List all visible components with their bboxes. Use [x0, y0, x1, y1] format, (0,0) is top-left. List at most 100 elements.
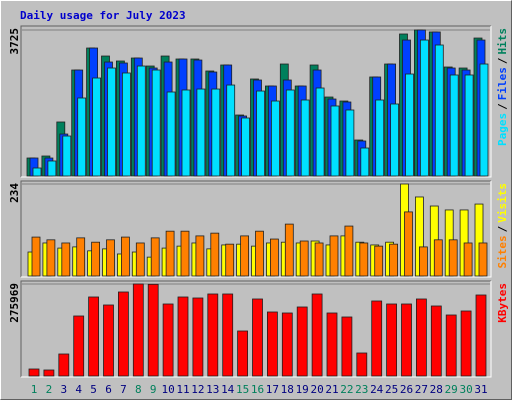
- bar: [269, 238, 279, 277]
- bar: [314, 242, 324, 277]
- panel-edge-dark: [20, 280, 491, 377]
- legend-entry: KBytes: [496, 283, 509, 323]
- x-tick-label: 2: [46, 383, 53, 396]
- bar: [211, 88, 221, 177]
- legend: Sites / Visits: [496, 183, 509, 269]
- bar: [76, 237, 86, 277]
- bar: [162, 303, 174, 377]
- bar: [449, 74, 459, 177]
- bar: [151, 69, 161, 177]
- x-tick-label: 29: [445, 383, 458, 396]
- x-tick-label: 25: [385, 383, 398, 396]
- x-tick-label: 9: [150, 383, 157, 396]
- legend-entry: Hits: [496, 28, 509, 55]
- bar: [326, 312, 338, 377]
- bar: [266, 311, 278, 377]
- bar: [270, 100, 280, 177]
- bar: [147, 283, 159, 377]
- panel-edge-dark: [20, 180, 491, 277]
- x-tick-label: 18: [281, 383, 294, 396]
- bar: [419, 39, 429, 177]
- x-tick-label: 14: [221, 383, 235, 396]
- bar: [166, 91, 176, 177]
- bar: [136, 65, 146, 177]
- bar: [255, 230, 264, 277]
- bar: [135, 242, 145, 277]
- bar: [299, 240, 309, 277]
- bar: [475, 294, 487, 377]
- bar: [360, 147, 370, 177]
- bar: [88, 296, 99, 377]
- x-tick-label: 28: [430, 383, 443, 396]
- legend-separator: /: [496, 103, 509, 110]
- bar: [281, 312, 293, 377]
- legend-entry: Pages: [496, 113, 509, 146]
- x-tick-label: 27: [415, 383, 428, 396]
- bar: [47, 160, 57, 177]
- legend-entry: Sites: [496, 235, 509, 268]
- x-tick-label: 26: [400, 383, 413, 396]
- bar: [107, 67, 116, 177]
- bar: [103, 304, 114, 377]
- legend: KBytes: [496, 283, 509, 323]
- bar: [237, 330, 249, 377]
- bar: [311, 293, 323, 377]
- bar: [434, 44, 444, 177]
- bar: [195, 235, 205, 277]
- bar: [341, 316, 353, 377]
- bar: [464, 74, 474, 177]
- x-tick-label: 23: [355, 383, 368, 396]
- bar: [296, 306, 308, 377]
- bar: [374, 245, 384, 277]
- bar: [252, 298, 263, 377]
- bar: [226, 84, 236, 177]
- x-tick-label: 24: [370, 383, 384, 396]
- legend-entry: Files: [496, 67, 509, 100]
- bar: [344, 225, 354, 277]
- bar: [345, 109, 355, 177]
- bar: [479, 63, 489, 177]
- x-tick-label: 15: [236, 383, 249, 396]
- bar: [73, 315, 85, 377]
- bar: [359, 242, 369, 277]
- bar: [256, 90, 265, 177]
- bar: [330, 105, 340, 177]
- x-tick-label: 16: [251, 383, 264, 396]
- bar: [91, 241, 100, 277]
- bar: [28, 368, 40, 377]
- bar: [371, 300, 383, 377]
- bar: [58, 353, 70, 377]
- x-tick-label: 22: [340, 383, 353, 396]
- bar: [165, 230, 175, 277]
- y-tick-label: 275969: [8, 283, 21, 323]
- bar: [300, 99, 310, 177]
- bar: [106, 239, 115, 277]
- bar: [181, 89, 191, 177]
- y-tick-label: 234: [8, 183, 21, 203]
- bar: [386, 303, 398, 377]
- bar: [196, 88, 206, 177]
- bar: [285, 89, 295, 177]
- bar: [389, 243, 399, 277]
- x-tick-label: 17: [266, 383, 279, 396]
- panel-edge-light: [21, 181, 492, 278]
- bar: [222, 293, 234, 377]
- x-tick-label: 4: [75, 383, 82, 396]
- x-tick-label: 19: [296, 383, 309, 396]
- x-tick-label: 3: [60, 383, 67, 396]
- bar: [375, 99, 385, 177]
- legend: Pages / Files / Hits: [496, 28, 509, 146]
- panel-edge-light: [21, 26, 492, 178]
- bar: [445, 314, 457, 377]
- bar: [118, 291, 129, 377]
- bar: [92, 77, 101, 177]
- bar: [284, 223, 294, 277]
- bar: [180, 230, 190, 277]
- x-tick-label: 30: [459, 383, 472, 396]
- bar: [31, 236, 41, 277]
- bar: [177, 296, 189, 377]
- bar: [315, 87, 325, 177]
- bar: [46, 239, 56, 277]
- x-tick-label: 7: [120, 383, 127, 396]
